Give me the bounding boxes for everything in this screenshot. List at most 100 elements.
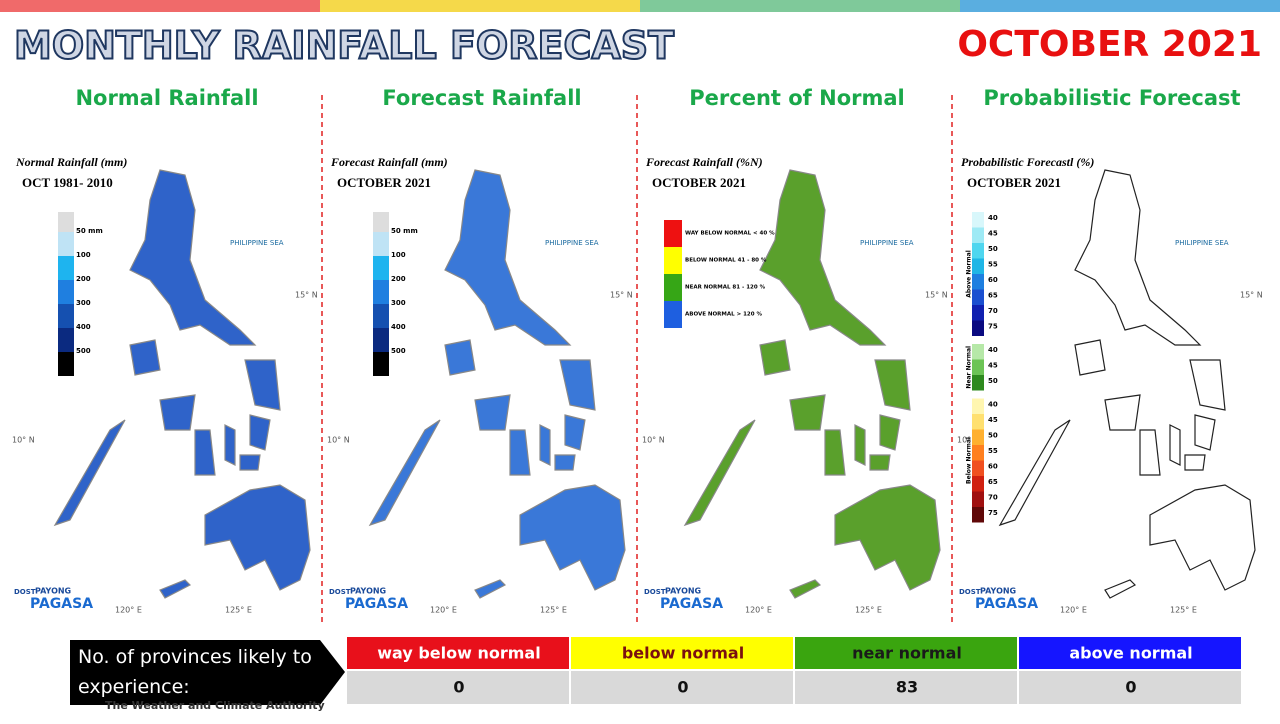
header-cell	[347, 637, 569, 669]
lat-label: 15° N	[295, 291, 318, 300]
legend-level: 40	[988, 346, 998, 354]
logo-brand: PAYONG	[980, 587, 1016, 596]
map-subtitle: OCTOBER 2021	[337, 175, 431, 190]
legend-swatch	[664, 220, 682, 247]
logo-name: PAGASA	[30, 596, 93, 612]
top-bar-blue	[960, 0, 1280, 12]
legend-swatch	[373, 256, 389, 280]
sea-label: PHILIPPINE SEA	[545, 239, 599, 247]
logo-dost: DOST	[644, 588, 666, 596]
lon-label: 125° E	[855, 606, 882, 615]
legend-level: 65	[988, 292, 998, 300]
legend-swatch	[972, 258, 984, 274]
legend-label: NEAR NORMAL 81 - 120 %	[685, 285, 766, 291]
legend-swatch	[972, 243, 984, 259]
island	[509, 429, 531, 476]
legend-label: WAY BELOW NORMAL < 40 %	[685, 231, 775, 237]
panel-title: Forecast Rainfall	[382, 86, 581, 110]
footer-tagline: The Weather and Climate Authority	[105, 699, 325, 712]
logo-name: PAGASA	[975, 596, 1038, 612]
island	[789, 579, 822, 599]
island	[249, 414, 271, 451]
island	[824, 429, 846, 476]
island	[759, 339, 791, 376]
island	[129, 169, 257, 346]
island	[368, 419, 441, 527]
island	[474, 579, 507, 599]
slide-title: MONTHLY RAINFALL FORECAST	[14, 24, 674, 68]
island	[869, 454, 891, 471]
legend-swatch	[58, 232, 74, 256]
map-title: Forecast Rainfall (%N)	[645, 155, 763, 169]
legend-top	[373, 212, 389, 232]
lon-label: 125° E	[1170, 606, 1197, 615]
map-title: Normal Rainfall (mm)	[15, 155, 127, 169]
legend-level: 50	[988, 377, 998, 385]
value-cell	[347, 671, 569, 704]
legend-level: 60	[988, 463, 998, 471]
table-label-wrap: No. of provinces likely to experience:	[78, 646, 312, 698]
map	[683, 169, 941, 599]
panel-title: Probabilistic Forecast	[983, 86, 1240, 110]
value-text: 0	[1125, 678, 1136, 697]
legend-swatch	[972, 212, 984, 228]
legend-swatch	[58, 280, 74, 304]
lon-label: 120° E	[430, 606, 457, 615]
legend-swatch	[972, 274, 984, 290]
island	[444, 169, 572, 346]
legend-group: Above Normal	[966, 250, 973, 298]
lon-label: 125° E	[225, 606, 252, 615]
island	[554, 454, 576, 471]
lon-label: 125° E	[540, 606, 567, 615]
legend-label: 50 mm	[76, 227, 103, 235]
value-text: 0	[677, 678, 688, 697]
legend-label: 100	[76, 251, 91, 259]
logo-name: PAGASA	[345, 596, 408, 612]
legend-label: 500	[76, 347, 91, 355]
legend-swatch	[373, 352, 389, 376]
legend-label: 100	[391, 251, 406, 259]
legend-label: 400	[76, 323, 91, 331]
legend-level: 40	[988, 401, 998, 409]
legend-level: 70	[988, 494, 998, 502]
island	[874, 359, 911, 411]
lat-label: 15° N	[925, 291, 948, 300]
island	[1104, 394, 1141, 431]
legend-label: BELOW NORMAL 41 - 80 %	[685, 258, 767, 264]
legend-level: 40	[988, 214, 998, 222]
island	[1139, 429, 1161, 476]
lat-label: 10° N	[642, 436, 665, 445]
island	[519, 484, 626, 591]
island	[474, 394, 511, 431]
legend-label: 300	[76, 299, 91, 307]
legend-level: 75	[988, 323, 998, 331]
legend-swatch	[972, 445, 984, 461]
island	[539, 424, 551, 466]
province-table: No. of provinces likely to experience: wa…	[70, 637, 1241, 705]
legend-swatch	[972, 491, 984, 507]
logo-dost: DOST	[14, 588, 36, 596]
lon-label: 120° E	[745, 606, 772, 615]
legend-group: Below Normal	[966, 437, 973, 484]
header-cell	[795, 637, 1017, 669]
island	[239, 454, 261, 471]
map-subtitle: OCTOBER 2021	[967, 175, 1061, 190]
legend-swatch	[972, 429, 984, 445]
island	[759, 169, 887, 346]
legend-swatch	[972, 359, 984, 375]
legend-level: 45	[988, 362, 998, 370]
legend-level: 50	[988, 245, 998, 253]
panel-title: Normal Rainfall	[75, 86, 258, 110]
legend-level: 70	[988, 307, 998, 315]
value-cell	[795, 671, 1017, 704]
map-subtitle: OCT 1981- 2010	[22, 175, 113, 190]
logo-dost: DOST	[329, 588, 351, 596]
legend-swatch	[664, 301, 682, 328]
island	[159, 579, 192, 599]
legend-swatch	[972, 227, 984, 243]
lon-label: 120° E	[1060, 606, 1087, 615]
legend-level: 55	[988, 447, 998, 455]
legend-top	[58, 212, 74, 232]
island	[1074, 169, 1202, 346]
